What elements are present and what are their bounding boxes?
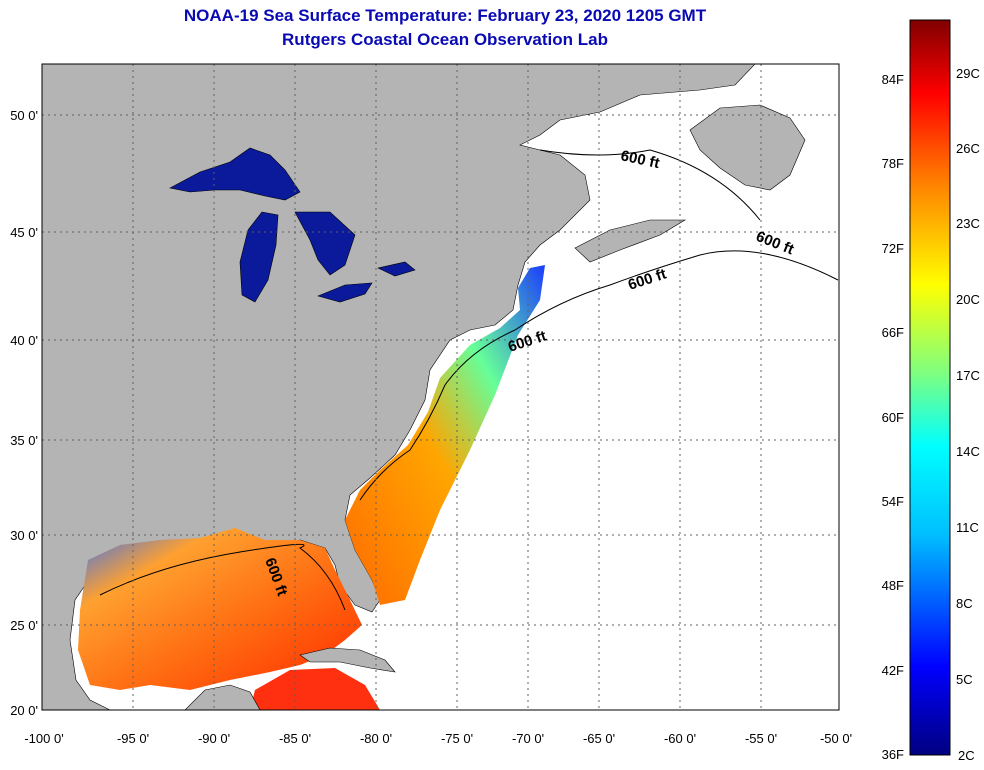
colorbar-f-label: 36F xyxy=(882,747,904,762)
sst-caribbean xyxy=(250,668,380,710)
map-subtitle: Rutgers Coastal Ocean Observation Lab xyxy=(282,30,608,49)
lake-huron xyxy=(294,211,356,276)
map-content xyxy=(42,64,839,710)
lon-tick-label: -75 0' xyxy=(441,731,473,746)
map-gridlines xyxy=(42,64,839,710)
colorbar-c-label: 8C xyxy=(956,596,973,611)
lat-tick-label: 25 0' xyxy=(10,618,38,633)
lon-tick-label: -65 0' xyxy=(583,731,615,746)
land-newfoundland xyxy=(689,104,806,191)
colorbar-c-label: 17C xyxy=(956,368,980,383)
lat-tick-label: 35 0' xyxy=(10,433,38,448)
land-nova-scotia xyxy=(574,219,687,263)
lat-axis: 50 0' 45 0' 40 0' 35 0' 30 0' 25 0' 20 0… xyxy=(10,108,38,718)
colorbar-f-labels: 84F 78F 72F 66F 60F 54F 48F 42F 36F xyxy=(882,72,904,762)
land-yucatan xyxy=(184,684,261,710)
sst-gulf-of-mexico xyxy=(78,528,362,690)
colorbar-f-label: 72F xyxy=(882,241,904,256)
contour-600ft xyxy=(99,149,839,611)
colorbar xyxy=(909,19,951,756)
lat-tick-label: 30 0' xyxy=(10,528,38,543)
colorbar-f-label: 84F xyxy=(882,72,904,87)
colorbar-f-label: 48F xyxy=(882,578,904,593)
lon-tick-label: -95 0' xyxy=(117,731,149,746)
lake-erie xyxy=(317,282,373,303)
colorbar-f-label: 60F xyxy=(882,410,904,425)
colorbar-f-label: 54F xyxy=(882,494,904,509)
sst-atlantic-swath xyxy=(345,265,545,605)
lat-tick-label: 45 0' xyxy=(10,225,38,240)
colorbar-c-label: 23C xyxy=(956,216,980,231)
lon-tick-label: -70 0' xyxy=(512,731,544,746)
lat-tick-label: 40 0' xyxy=(10,333,38,348)
colorbar-f-label: 42F xyxy=(882,663,904,678)
colorbar-c-label: 14C xyxy=(956,444,980,459)
colorbar-c-label: 5C xyxy=(956,672,973,687)
lon-tick-label: -85 0' xyxy=(279,731,311,746)
lon-tick-label: -100 0' xyxy=(24,731,63,746)
land-cuba xyxy=(299,647,396,673)
colorbar-f-label: 66F xyxy=(882,325,904,340)
lon-tick-label: -60 0' xyxy=(664,731,696,746)
colorbar-c-labels: 29C 26C 23C 20C 17C 14C 11C 8C 5C 2C xyxy=(956,66,980,763)
colorbar-c-label: 29C xyxy=(956,66,980,81)
lake-michigan xyxy=(239,211,279,303)
lat-tick-label: 50 0' xyxy=(10,108,38,123)
lon-tick-label: -50 0' xyxy=(820,731,852,746)
colorbar-c-label: 2C xyxy=(958,748,975,763)
lon-tick-label: -55 0' xyxy=(745,731,777,746)
colorbar-f-label: 78F xyxy=(882,156,904,171)
lake-ontario xyxy=(377,261,416,277)
colorbar-c-label: 11C xyxy=(956,520,979,535)
lon-tick-label: -80 0' xyxy=(360,731,392,746)
lon-tick-label: -90 0' xyxy=(198,731,230,746)
lat-tick-label: 20 0' xyxy=(10,703,38,718)
colorbar-c-label: 20C xyxy=(956,292,980,307)
lon-axis: -100 0' -95 0' -90 0' -85 0' -80 0' -75 … xyxy=(24,731,852,746)
lake-superior xyxy=(169,147,301,201)
colorbar-c-label: 26C xyxy=(956,141,980,156)
map-title: NOAA-19 Sea Surface Temperature: Februar… xyxy=(183,6,707,25)
